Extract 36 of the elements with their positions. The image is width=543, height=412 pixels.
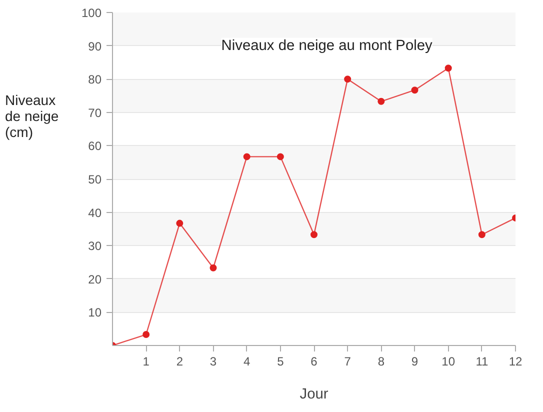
x-tick-label: 10	[442, 354, 456, 368]
y-tick-label: 30	[88, 239, 102, 254]
point	[478, 231, 486, 238]
point	[276, 153, 284, 160]
text: Niveaux de neige au mont Poley	[221, 38, 433, 54]
x-tick-label: 1	[142, 354, 150, 368]
y-tick-label: 40	[88, 206, 102, 220]
x-tick-label: 6	[310, 354, 318, 368]
point	[411, 86, 418, 94]
x-tick-label: 12	[508, 354, 522, 368]
point	[310, 231, 318, 238]
x-tick-label: 8	[378, 354, 385, 368]
x-axis-title: Jour	[300, 386, 328, 402]
point	[344, 76, 352, 83]
point	[444, 64, 452, 72]
y-tick-label: 80	[88, 72, 102, 87]
point	[142, 331, 150, 338]
x-tick-label: 7	[344, 354, 352, 368]
point	[243, 153, 250, 160]
point	[210, 264, 217, 272]
y-tick-label: 50	[88, 172, 102, 186]
y-axis-title: Niveaux de neige (cm)	[5, 92, 60, 140]
y-tick-label: 20	[88, 272, 102, 286]
x-tick-label: 3	[210, 354, 217, 368]
x-tick-label: 2	[176, 354, 184, 368]
x-tick-label: 5	[277, 354, 284, 368]
y-tick-label: 90	[88, 39, 102, 54]
point	[176, 220, 184, 227]
x-tick-label: 4	[243, 354, 250, 368]
y-tick-label: 60	[88, 139, 102, 154]
x-tick-label: 11	[476, 354, 488, 368]
y-tick-label: 100	[81, 6, 102, 20]
point	[378, 98, 385, 105]
x-tick-label: 9	[411, 354, 418, 368]
y-tick-label: 70	[88, 106, 102, 120]
y-tick-label: 10	[88, 306, 102, 320]
